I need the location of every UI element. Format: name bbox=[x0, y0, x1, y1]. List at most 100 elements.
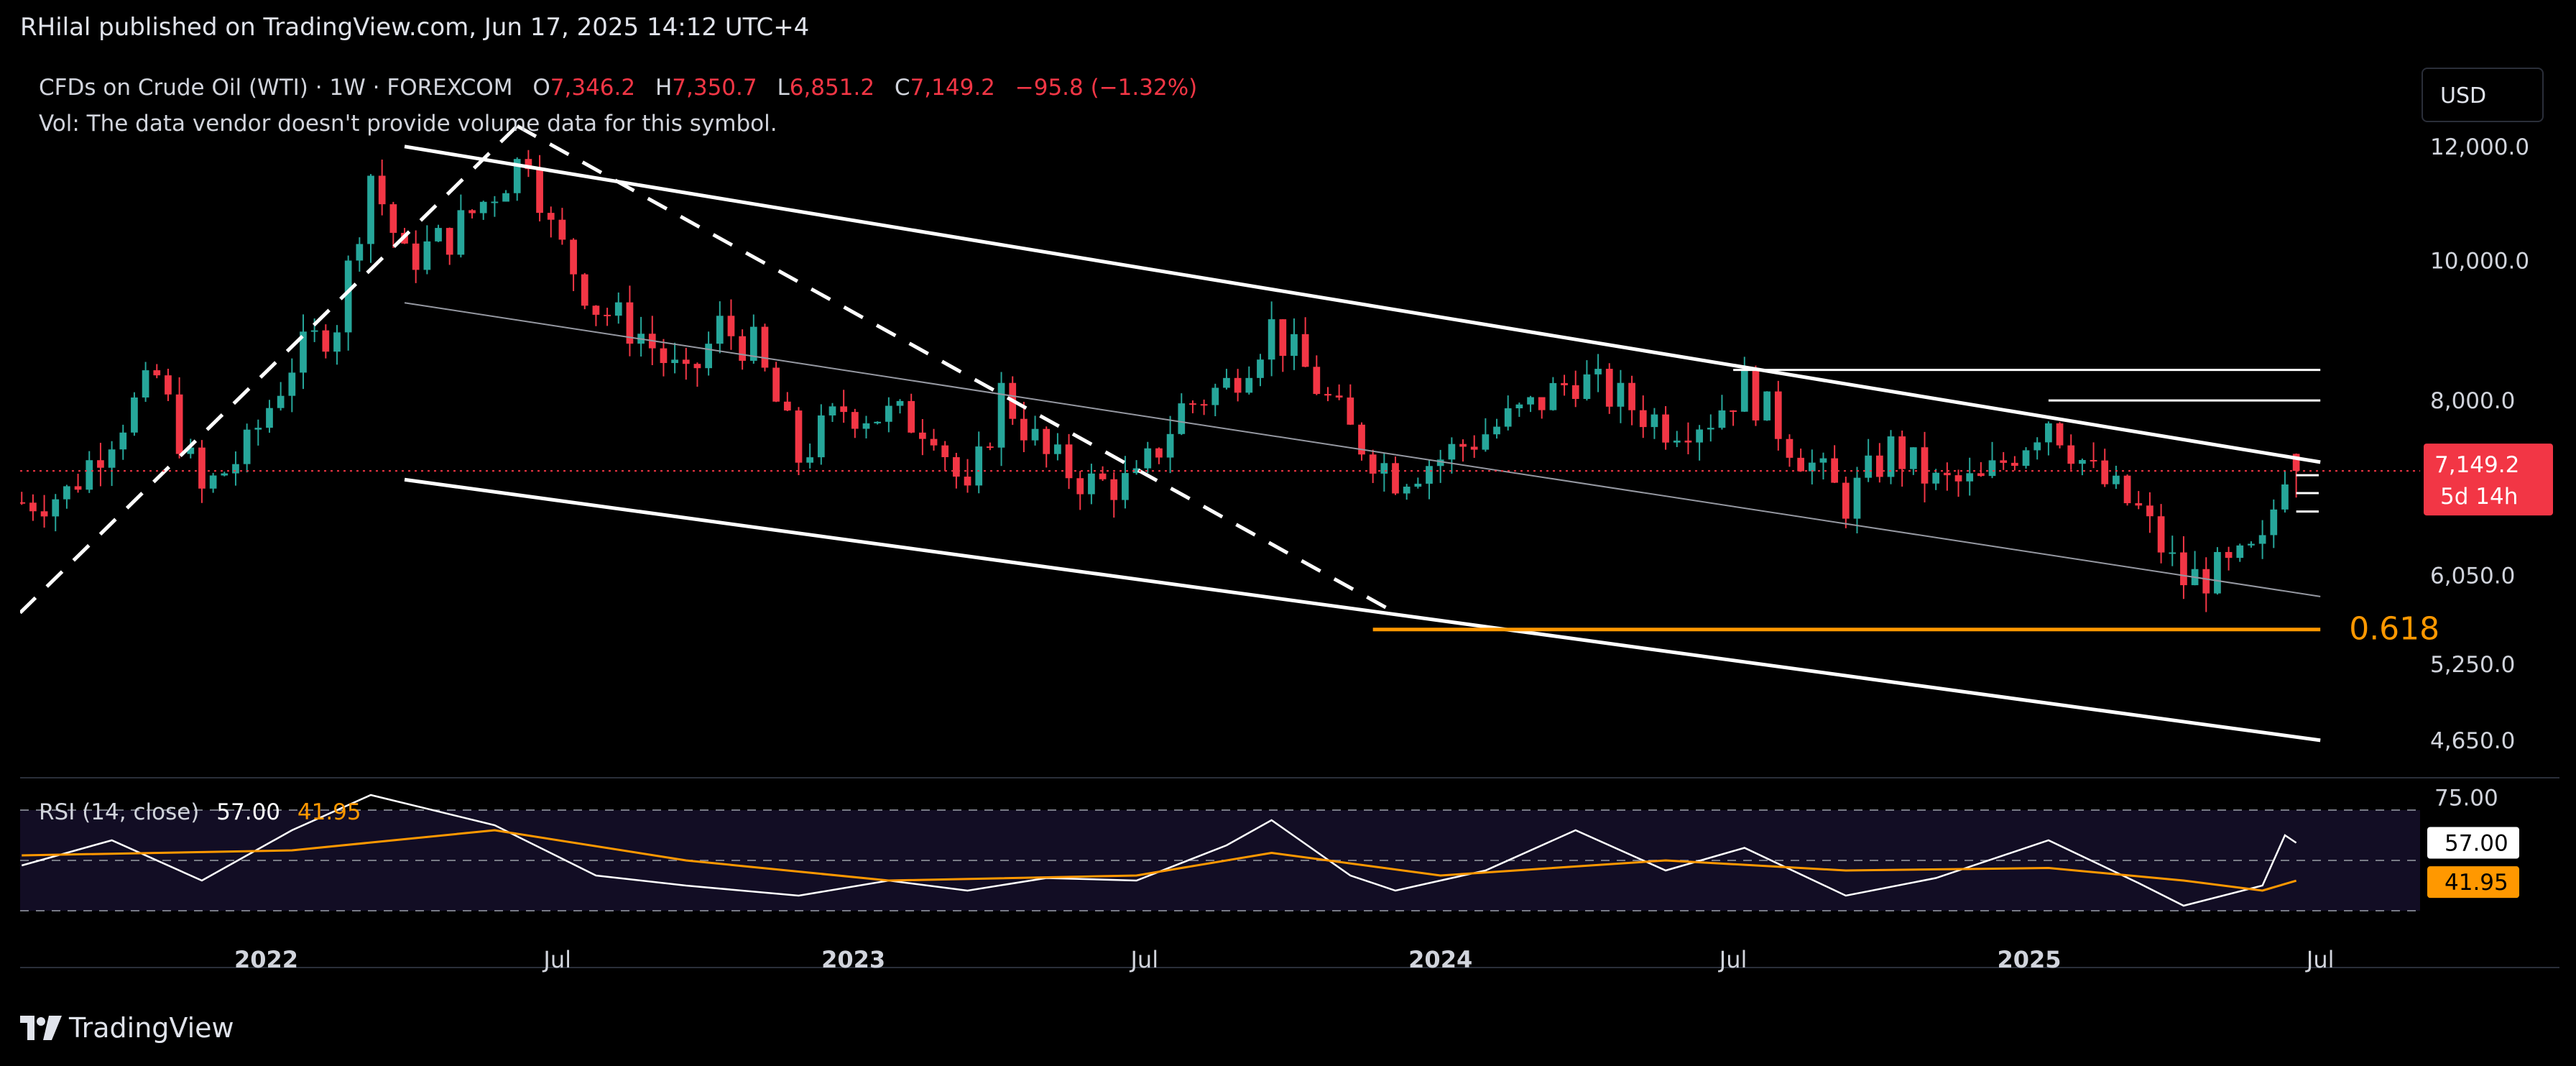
close-value: 7,149.2 bbox=[910, 75, 995, 101]
candle-body-112 bbox=[1279, 319, 1287, 357]
candle-body-155 bbox=[1763, 391, 1771, 421]
candle-body-26 bbox=[310, 330, 318, 332]
y-tick-label: 8,000.0 bbox=[2430, 388, 2515, 414]
candle-body-195 bbox=[2214, 551, 2221, 594]
last-price-tag-value: 7,149.2 bbox=[2434, 452, 2519, 478]
candle-body-41 bbox=[479, 201, 487, 213]
candle-body-175 bbox=[1988, 460, 1996, 477]
candle-body-164 bbox=[1865, 455, 1873, 478]
candle-body-190 bbox=[2157, 516, 2165, 553]
candle-body-86 bbox=[987, 446, 994, 449]
rsi-ma-value: 41.95 bbox=[297, 799, 361, 825]
candle-body-165 bbox=[1875, 455, 1883, 477]
candle-body-80 bbox=[919, 432, 926, 439]
candle-body-76 bbox=[874, 421, 882, 423]
candle-body-125 bbox=[1426, 466, 1433, 484]
currency-button[interactable]: USD bbox=[2422, 68, 2544, 122]
candle-body-63 bbox=[727, 316, 735, 336]
candle-body-161 bbox=[1831, 458, 1839, 483]
candle-body-43 bbox=[502, 193, 509, 202]
candle-body-115 bbox=[1313, 367, 1321, 395]
last-price-tag bbox=[2424, 444, 2553, 516]
rsi-ma-tag-text: 41.95 bbox=[2445, 870, 2508, 896]
rsi-name: RSI (14, close) bbox=[39, 799, 200, 825]
candle-body-70 bbox=[806, 457, 814, 463]
candle-body-90 bbox=[1031, 428, 1039, 441]
candle-body-166 bbox=[1887, 436, 1895, 477]
candle-body-74 bbox=[851, 412, 859, 429]
candle-body-83 bbox=[953, 457, 960, 477]
candle-body-176 bbox=[2000, 460, 2008, 463]
candle-body-42 bbox=[491, 201, 499, 203]
candle-body-66 bbox=[761, 326, 769, 368]
candle-body-89 bbox=[1020, 418, 1028, 441]
rsi-tick-label: 75.00 bbox=[2434, 786, 2498, 812]
candle-body-17 bbox=[209, 475, 217, 489]
candle-body-171 bbox=[1943, 472, 1951, 476]
x-tick-label: 2022 bbox=[234, 946, 298, 973]
candle-body-110 bbox=[1257, 359, 1264, 378]
candle-body-108 bbox=[1234, 377, 1242, 393]
candle-body-138 bbox=[1571, 385, 1579, 400]
dashed-trend-down-line-4 bbox=[516, 124, 1397, 615]
candle-body-24 bbox=[288, 372, 296, 396]
candle-body-154 bbox=[1752, 369, 1760, 421]
candle-body-60 bbox=[693, 364, 701, 369]
candle-body-39 bbox=[457, 210, 465, 255]
candle-body-119 bbox=[1358, 424, 1365, 455]
candle-body-95 bbox=[1088, 473, 1095, 495]
chart-canvas[interactable]: 0.618 12,000.0 10,000.0 8,000.0 6,050.0 5,250… bbox=[20, 59, 2559, 991]
candle-body-13 bbox=[165, 375, 172, 395]
brand-logo[interactable]: TradingView bbox=[20, 1012, 234, 1044]
candle-body-61 bbox=[705, 344, 712, 369]
candle-body-33 bbox=[389, 204, 397, 233]
candle-body-152 bbox=[1730, 410, 1737, 412]
candle-body-22 bbox=[266, 408, 273, 428]
candle-body-163 bbox=[1853, 477, 1861, 519]
candle-body-136 bbox=[1549, 382, 1557, 410]
candle-body-36 bbox=[423, 241, 431, 270]
candle-body-168 bbox=[1909, 447, 1917, 469]
candle-body-124 bbox=[1414, 483, 1422, 487]
candle-body-6 bbox=[86, 460, 93, 490]
candle-body-157 bbox=[1786, 438, 1793, 458]
candle-body-48 bbox=[558, 219, 566, 240]
candle-body-68 bbox=[783, 401, 791, 411]
candle-body-129 bbox=[1470, 446, 1478, 450]
candle-body-65 bbox=[749, 326, 757, 361]
candle-body-29 bbox=[344, 260, 352, 333]
candle-body-8 bbox=[108, 449, 116, 468]
candle-body-71 bbox=[817, 415, 825, 458]
dashed-trend-up-line-3 bbox=[20, 124, 519, 615]
candle-body-147 bbox=[1673, 440, 1681, 443]
candle-body-173 bbox=[1966, 473, 1974, 482]
candle-body-101 bbox=[1155, 448, 1163, 458]
candle-body-194 bbox=[2202, 569, 2210, 594]
chart-frame[interactable]: 0.618 12,000.0 10,000.0 8,000.0 6,050.0 5,250… bbox=[20, 59, 2559, 991]
y-tick-label: 10,000.0 bbox=[2430, 249, 2529, 275]
candle-body-50 bbox=[581, 274, 588, 306]
candle-body-187 bbox=[2123, 475, 2131, 504]
high-value: 7,350.7 bbox=[672, 75, 757, 101]
candle-body-18 bbox=[221, 473, 228, 476]
candle-body-121 bbox=[1380, 463, 1388, 474]
candle-body-11 bbox=[142, 370, 149, 398]
volume-note: Vol: The data vendor doesn't provide vol… bbox=[39, 111, 777, 137]
candle-body-23 bbox=[277, 395, 285, 408]
candle-body-183 bbox=[2079, 459, 2086, 464]
candle-body-146 bbox=[1662, 414, 1669, 443]
candle-body-192 bbox=[2180, 552, 2187, 586]
candle-body-196 bbox=[2225, 551, 2233, 559]
rsi-value: 57.00 bbox=[216, 799, 281, 825]
candle-body-186 bbox=[2113, 475, 2120, 484]
candle-body-137 bbox=[1561, 382, 1568, 385]
open-label: O bbox=[532, 75, 550, 101]
publish-info: RHilal published on TradingView.com, Jun… bbox=[20, 13, 810, 42]
candle-body-200 bbox=[2270, 509, 2278, 536]
candle-body-156 bbox=[1774, 391, 1782, 439]
candle-body-148 bbox=[1684, 440, 1692, 443]
channel-lower-line-1 bbox=[404, 477, 2321, 743]
candle-body-126 bbox=[1436, 459, 1444, 467]
candle-body-9 bbox=[119, 432, 127, 450]
candle-body-91 bbox=[1043, 428, 1051, 454]
